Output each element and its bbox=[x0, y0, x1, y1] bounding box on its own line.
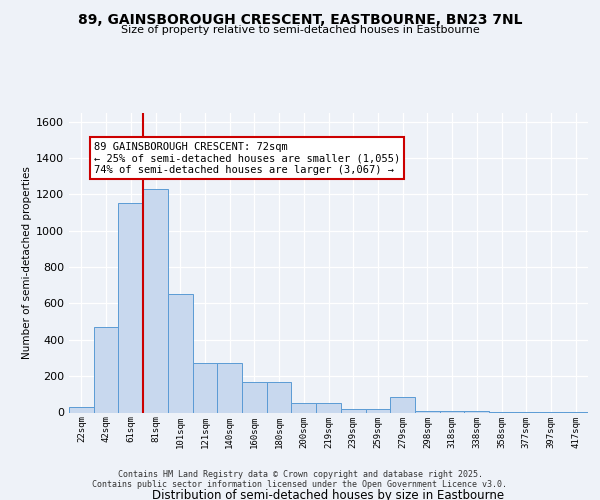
Bar bbox=[168, 294, 193, 412]
Bar bbox=[390, 397, 415, 412]
Bar bbox=[267, 382, 292, 412]
Bar bbox=[217, 364, 242, 412]
Bar bbox=[415, 411, 440, 412]
Text: 89 GAINSBOROUGH CRESCENT: 72sqm
← 25% of semi-detached houses are smaller (1,055: 89 GAINSBOROUGH CRESCENT: 72sqm ← 25% of… bbox=[94, 142, 400, 175]
X-axis label: Distribution of semi-detached houses by size in Eastbourne: Distribution of semi-detached houses by … bbox=[152, 489, 505, 500]
Bar bbox=[193, 362, 217, 412]
Text: Contains public sector information licensed under the Open Government Licence v3: Contains public sector information licen… bbox=[92, 480, 508, 489]
Text: 89, GAINSBOROUGH CRESCENT, EASTBOURNE, BN23 7NL: 89, GAINSBOROUGH CRESCENT, EASTBOURNE, B… bbox=[78, 12, 522, 26]
Bar bbox=[118, 204, 143, 412]
Bar bbox=[69, 407, 94, 412]
Bar bbox=[341, 409, 365, 412]
Text: Size of property relative to semi-detached houses in Eastbourne: Size of property relative to semi-detach… bbox=[121, 25, 479, 35]
Bar bbox=[440, 411, 464, 412]
Bar bbox=[316, 402, 341, 412]
Bar bbox=[292, 402, 316, 412]
Bar bbox=[365, 409, 390, 412]
Text: Contains HM Land Registry data © Crown copyright and database right 2025.: Contains HM Land Registry data © Crown c… bbox=[118, 470, 482, 479]
Y-axis label: Number of semi-detached properties: Number of semi-detached properties bbox=[22, 166, 32, 359]
Bar bbox=[143, 189, 168, 412]
Bar bbox=[94, 327, 118, 412]
Bar bbox=[242, 382, 267, 412]
Bar bbox=[464, 411, 489, 412]
